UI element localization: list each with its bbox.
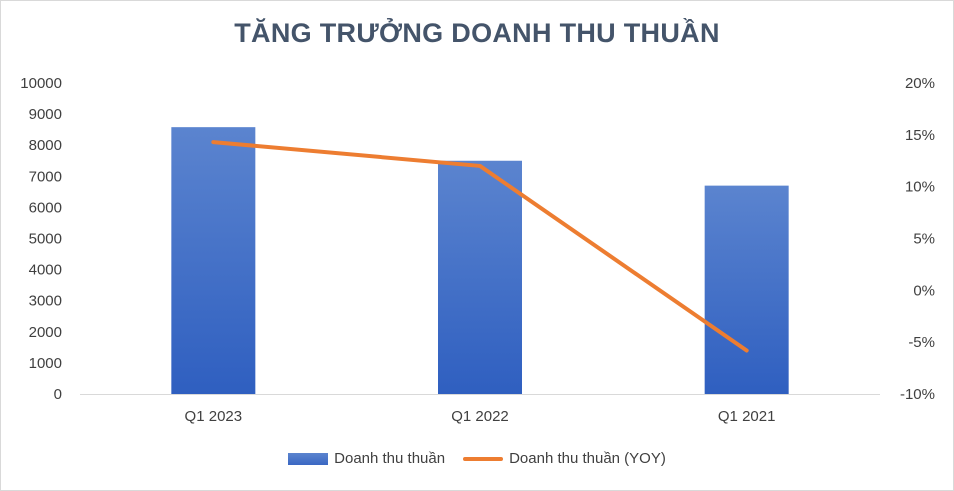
y-left-tick-label: 10000 bbox=[20, 75, 62, 92]
legend-line-swatch bbox=[463, 456, 504, 461]
chart-title: TĂNG TRƯỞNG DOANH THU THUẦN bbox=[234, 18, 720, 48]
y-right-tick-label: 5% bbox=[913, 231, 935, 248]
y-left-tick-label: 7000 bbox=[29, 168, 62, 185]
x-tick-label: Q1 2021 bbox=[718, 408, 776, 425]
y-right-tick-label: 20% bbox=[905, 75, 935, 92]
y-left-tick-label: 9000 bbox=[29, 106, 62, 123]
y-left-tick-label: 8000 bbox=[29, 137, 62, 154]
legend: Doanh thu thuần Doanh thu thuần (YOY) bbox=[0, 450, 954, 467]
y-left-tick-label: 4000 bbox=[29, 262, 62, 279]
y-right-tick-label: 0% bbox=[913, 282, 935, 299]
legend-label-bar: Doanh thu thuần bbox=[334, 450, 446, 467]
x-tick-label: Q1 2023 bbox=[185, 408, 243, 425]
y-left-tick-label: 3000 bbox=[29, 293, 62, 310]
y-left-tick-label: 2000 bbox=[29, 324, 62, 341]
x-tick-label: Q1 2022 bbox=[451, 408, 509, 425]
legend-bar-swatch bbox=[288, 452, 329, 465]
y-left-tick-label: 5000 bbox=[29, 231, 62, 248]
bar bbox=[171, 127, 256, 395]
y-right-tick-label: -10% bbox=[900, 386, 935, 403]
legend-label-line: Doanh thu thuần (YOY) bbox=[509, 450, 666, 467]
y-right-tick-label: 10% bbox=[905, 179, 935, 196]
y-right-tick-label: -5% bbox=[908, 334, 935, 351]
y-left-tick-label: 6000 bbox=[29, 199, 62, 216]
legend-item-bar: Doanh thu thuần bbox=[288, 450, 445, 467]
legend-item-line: Doanh thu thuần (YOY) bbox=[463, 450, 666, 467]
bar bbox=[438, 160, 522, 394]
y-left-tick-label: 1000 bbox=[29, 355, 62, 372]
y-left-tick-label: 0 bbox=[54, 386, 62, 403]
y-right-tick-label: 15% bbox=[905, 127, 935, 144]
bar bbox=[704, 185, 789, 394]
